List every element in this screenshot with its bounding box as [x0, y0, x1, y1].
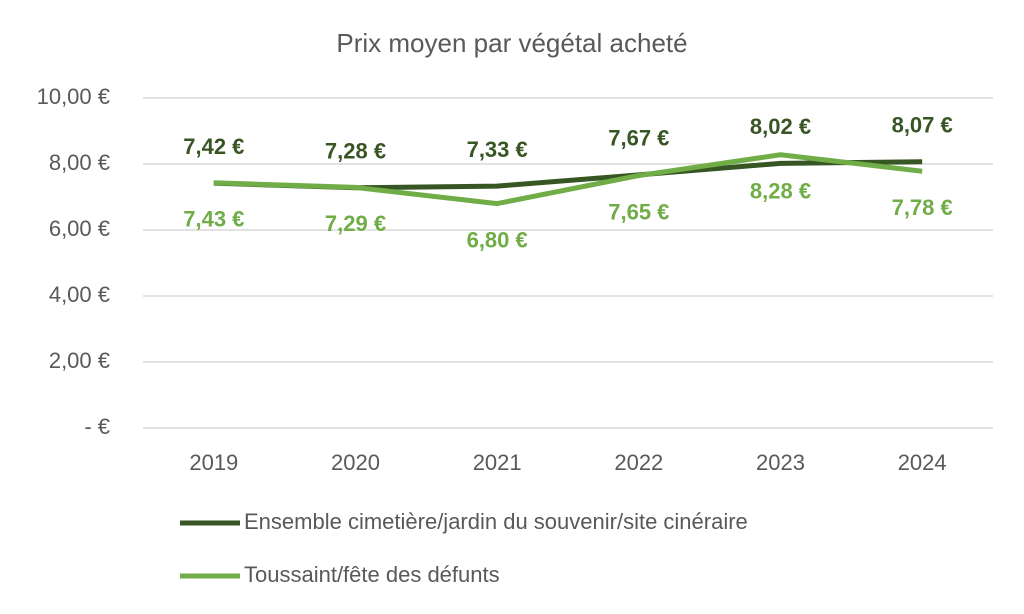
data-label: 7,67 € [608, 126, 669, 151]
data-label: 8,07 € [892, 113, 953, 138]
data-label: 7,65 € [608, 199, 669, 224]
x-tick-label: 2022 [614, 450, 663, 475]
x-tick-label: 2023 [756, 450, 805, 475]
data-label: 7,28 € [325, 139, 386, 164]
y-tick-label: 2,00 € [49, 348, 110, 373]
data-label: 7,78 € [892, 195, 953, 220]
y-tick-label: 8,00 € [49, 150, 110, 175]
data-label: 7,43 € [183, 207, 244, 232]
data-label: 8,02 € [750, 114, 811, 139]
data-label: 8,28 € [750, 179, 811, 204]
legend-label: Ensemble cimetière/jardin du souvenir/si… [244, 509, 748, 534]
y-tick-label: 10,00 € [37, 84, 110, 109]
data-label: 6,80 € [467, 227, 528, 252]
series-line [213, 152, 923, 207]
y-tick-label: - € [84, 414, 110, 439]
data-label: 7,42 € [183, 134, 244, 159]
x-tick-label: 2019 [189, 450, 238, 475]
chart-title: Prix moyen par végétal acheté [336, 28, 687, 58]
y-tick-label: 6,00 € [49, 216, 110, 241]
legend-label: Toussaint/fête des défunts [244, 562, 500, 587]
x-tick-label: 2024 [898, 450, 947, 475]
data-label: 7,33 € [467, 137, 528, 162]
x-tick-label: 2021 [473, 450, 522, 475]
data-label: 7,29 € [325, 211, 386, 236]
x-tick-label: 2020 [331, 450, 380, 475]
y-tick-label: 4,00 € [49, 282, 110, 307]
